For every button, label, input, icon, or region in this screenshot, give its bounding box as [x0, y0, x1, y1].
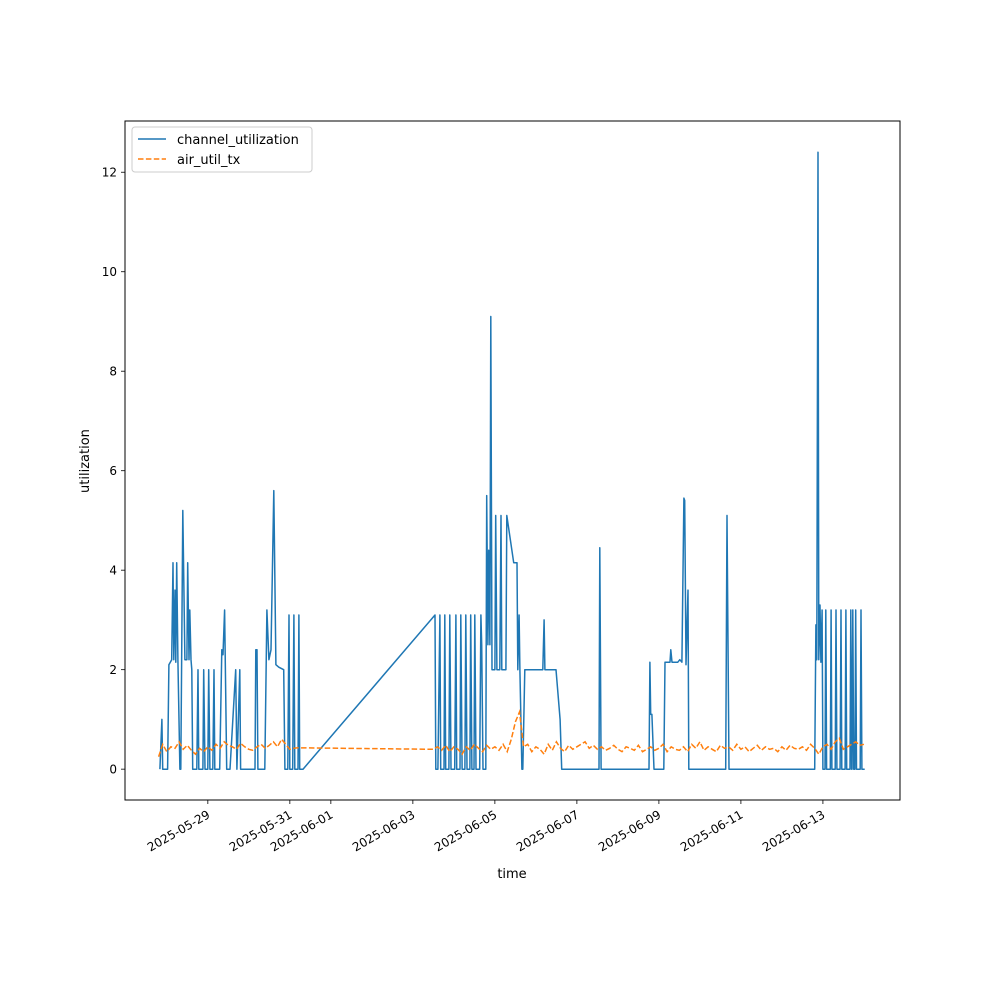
- x-tick-label: 2025-06-13: [760, 807, 827, 854]
- x-tick-label: 2025-05-29: [145, 807, 212, 854]
- y-tick-label: 0: [109, 763, 117, 777]
- y-tick-label: 6: [109, 464, 117, 478]
- axes-background: [125, 121, 900, 800]
- legend-label-air-util-tx: air_util_tx: [177, 153, 241, 168]
- x-tick-label: 2025-06-09: [596, 807, 663, 854]
- y-axis: 0 2 4 6 8 10 12: [102, 166, 125, 777]
- plot-area: [124, 120, 901, 801]
- legend: channel_utilization air_util_tx: [131, 126, 313, 173]
- series-layer: [157, 151, 865, 770]
- x-tick-label: 2025-06-11: [678, 807, 745, 854]
- legend-frame: [131, 126, 313, 173]
- series-line-air-util-tx: [157, 709, 865, 757]
- axes-frame: [124, 120, 901, 801]
- y-tick-label: 8: [109, 365, 117, 379]
- x-tick-label: 2025-06-07: [514, 807, 581, 854]
- x-axis-label: time: [497, 867, 526, 882]
- series-line-channel-utilization: [159, 151, 865, 770]
- y-axis-label: utilization: [78, 429, 93, 493]
- legend-label-channel-utilization: channel_utilization: [177, 133, 299, 148]
- y-tick-label: 12: [102, 166, 117, 180]
- x-tick-label: 2025-06-05: [432, 807, 499, 854]
- y-tick-label: 2: [109, 663, 117, 677]
- x-tick-label: 2025-06-03: [350, 807, 417, 854]
- y-tick-label: 4: [109, 564, 117, 578]
- y-tick-label: 10: [102, 265, 117, 279]
